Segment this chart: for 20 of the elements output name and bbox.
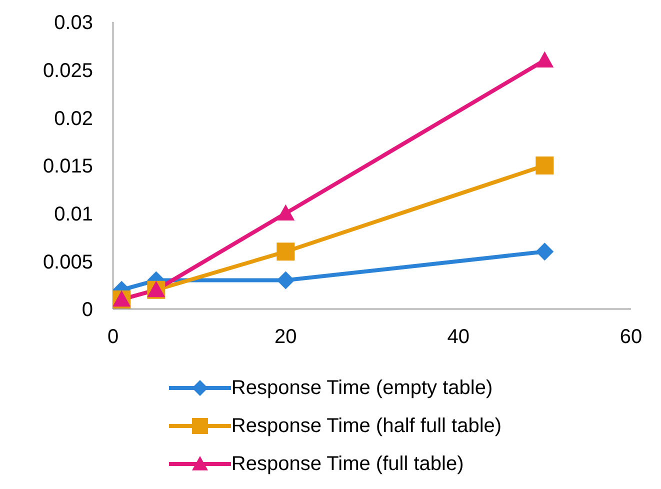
x-tick-label: 60	[620, 326, 642, 348]
y-tick-label: 0.015	[42, 156, 93, 178]
point	[536, 242, 554, 261]
point	[276, 271, 295, 290]
legend-label: Response Time (half full table)	[231, 414, 502, 438]
y-tick-label: 0.01	[54, 203, 93, 226]
point	[276, 204, 295, 221]
y-tick-label: 0.025	[42, 60, 93, 82]
x-tick-label: 0	[107, 326, 119, 348]
y-tick-label: 0.03	[54, 12, 93, 34]
x-tick-label: 20	[274, 326, 297, 348]
legend-label: Response Time (empty table)	[231, 376, 493, 400]
y-tick-label: 0	[82, 299, 93, 322]
legend-label: Response Time (full table)	[231, 452, 464, 476]
point	[536, 156, 554, 174]
point	[536, 51, 554, 68]
y-tick-label: 0.005	[42, 251, 93, 274]
x-tick-label: 40	[447, 326, 470, 348]
point	[276, 242, 295, 261]
y-tick-label: 0.02	[54, 108, 93, 130]
